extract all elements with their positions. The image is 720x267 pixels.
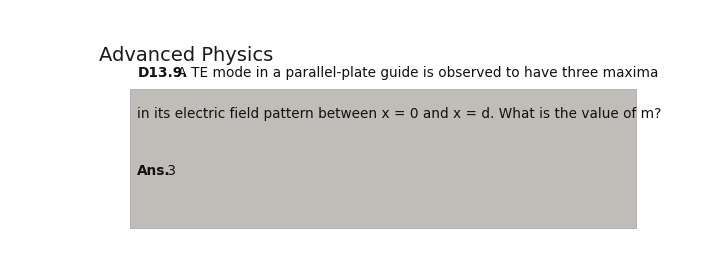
Text: D13.9.: D13.9. — [138, 66, 188, 80]
FancyBboxPatch shape — [130, 89, 636, 228]
Text: Ans.: Ans. — [138, 164, 171, 178]
Text: in its electric field pattern between x = 0 and x = d. What is the value of m?: in its electric field pattern between x … — [138, 107, 662, 121]
Text: Advanced Physics: Advanced Physics — [99, 46, 273, 65]
Text: 3: 3 — [163, 164, 176, 178]
Text: A TE mode in a parallel-plate guide is observed to have three maxima: A TE mode in a parallel-plate guide is o… — [173, 66, 658, 80]
